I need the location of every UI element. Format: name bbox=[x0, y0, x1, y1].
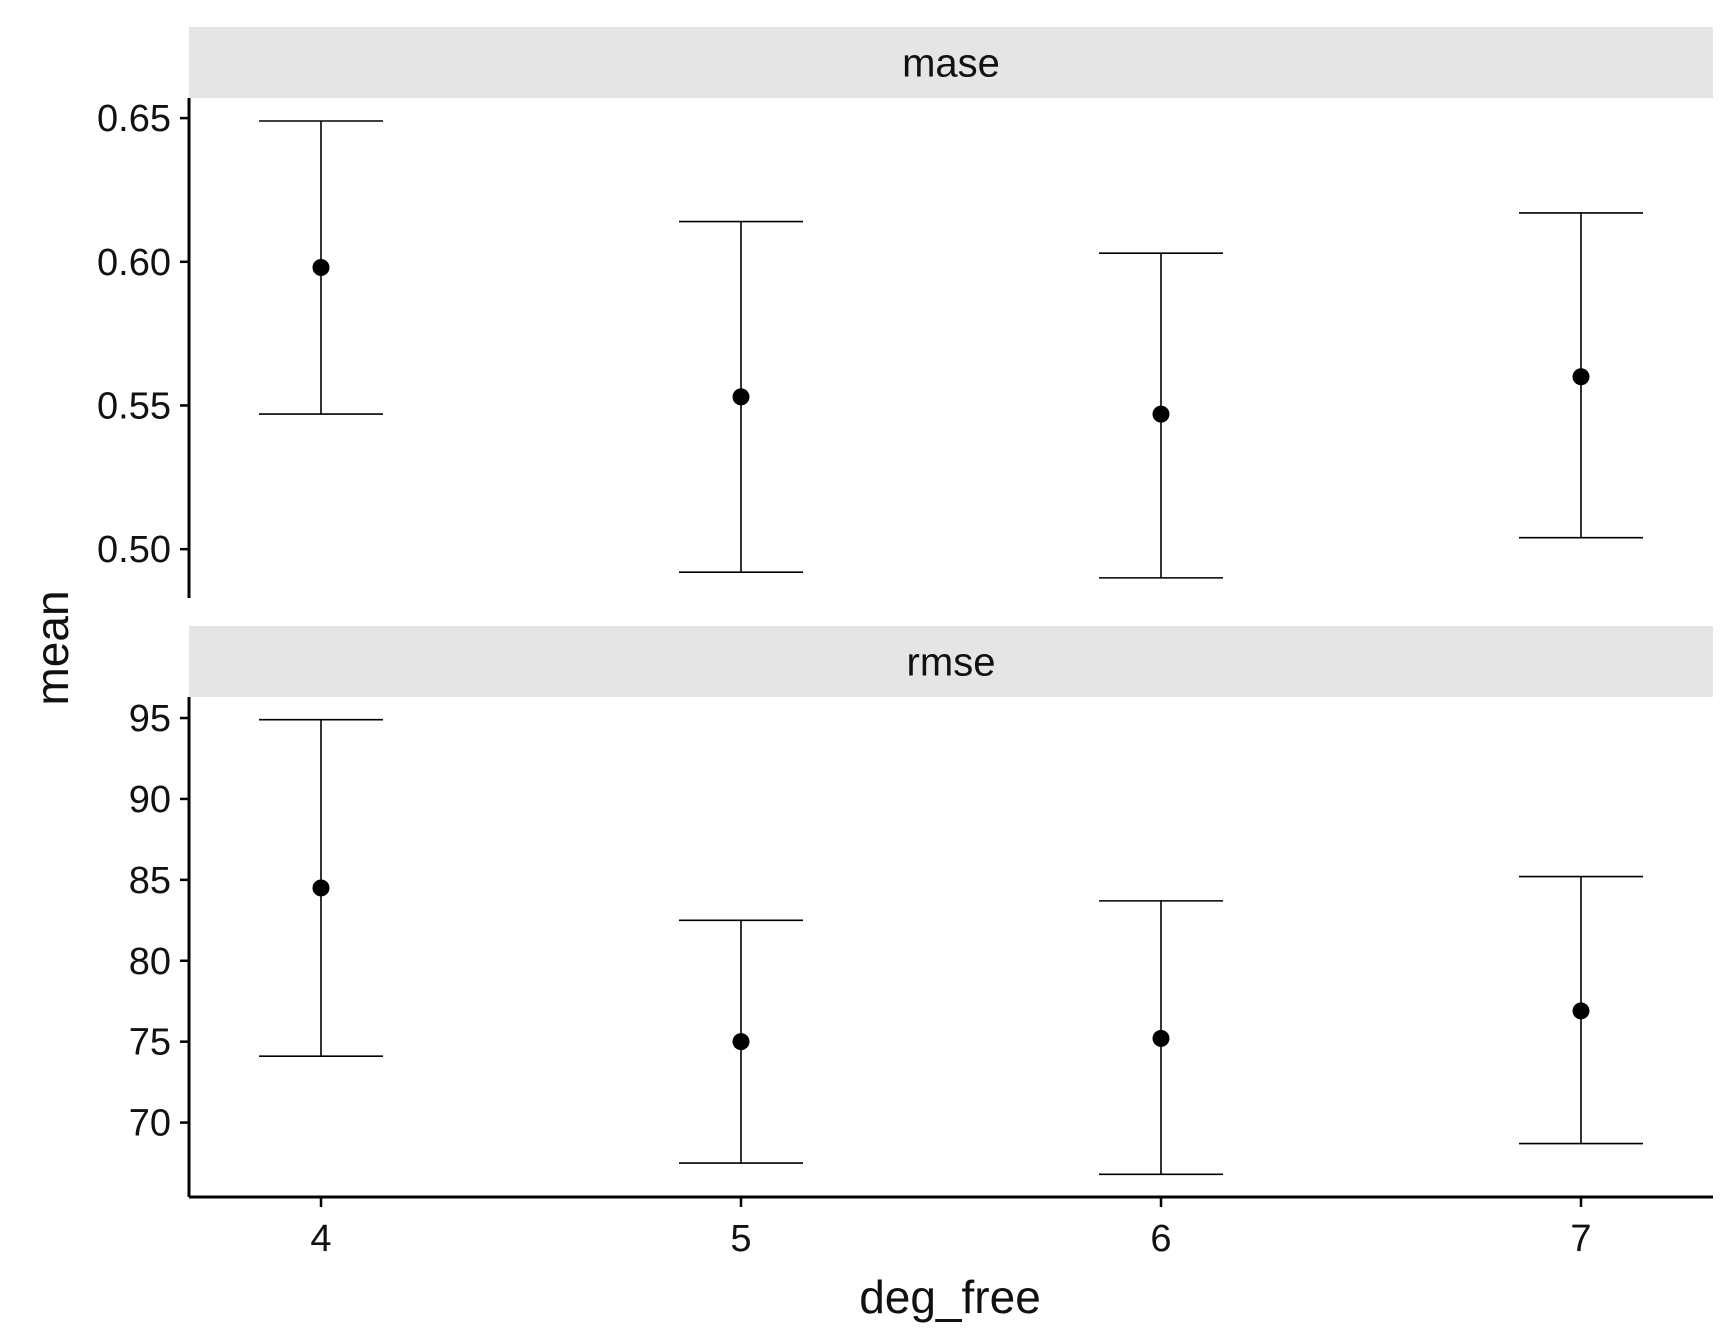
x-tick-label: 6 bbox=[1150, 1218, 1171, 1260]
y-tick-label: 0.50 bbox=[97, 529, 171, 571]
x-tick-label: 4 bbox=[310, 1218, 331, 1260]
mean-point bbox=[1152, 1029, 1170, 1047]
y-tick-label: 0.65 bbox=[97, 98, 171, 140]
y-axis-title: mean bbox=[26, 590, 78, 705]
mean-point bbox=[1572, 368, 1590, 386]
mean-point bbox=[1572, 1002, 1590, 1020]
mean-point bbox=[732, 388, 750, 406]
strip-background bbox=[189, 27, 1713, 98]
y-tick-label: 85 bbox=[129, 860, 171, 902]
y-tick-label: 0.60 bbox=[97, 242, 171, 284]
y-tick-label: 95 bbox=[129, 698, 171, 740]
panel-mase: mase 0.50 0.55 0.60 0.65 bbox=[97, 27, 1713, 598]
x-tick-label: 5 bbox=[730, 1218, 751, 1260]
strip-label: rmse bbox=[907, 641, 996, 685]
strip-label: mase bbox=[902, 42, 1000, 86]
y-tick-label: 0.55 bbox=[97, 385, 171, 427]
x-tick-label: 7 bbox=[1570, 1218, 1591, 1260]
mean-point bbox=[312, 259, 330, 277]
mean-point bbox=[732, 1033, 750, 1051]
y-tick-label: 75 bbox=[129, 1022, 171, 1064]
panels-layer: mase 0.50 0.55 0.60 0.65 rmse 70 75 80 85 90 95 4 5 6 7 bbox=[97, 27, 1713, 1260]
strip-background bbox=[189, 626, 1713, 697]
y-tick-label: 90 bbox=[129, 779, 171, 821]
mean-point bbox=[312, 879, 330, 897]
panel-rmse: rmse 70 75 80 85 90 95 4 5 6 7 bbox=[129, 626, 1713, 1260]
y-tick-label: 80 bbox=[129, 941, 171, 983]
mean-point bbox=[1152, 405, 1170, 423]
y-tick-label: 70 bbox=[129, 1103, 171, 1145]
x-axis-title: deg_free bbox=[859, 1271, 1041, 1323]
